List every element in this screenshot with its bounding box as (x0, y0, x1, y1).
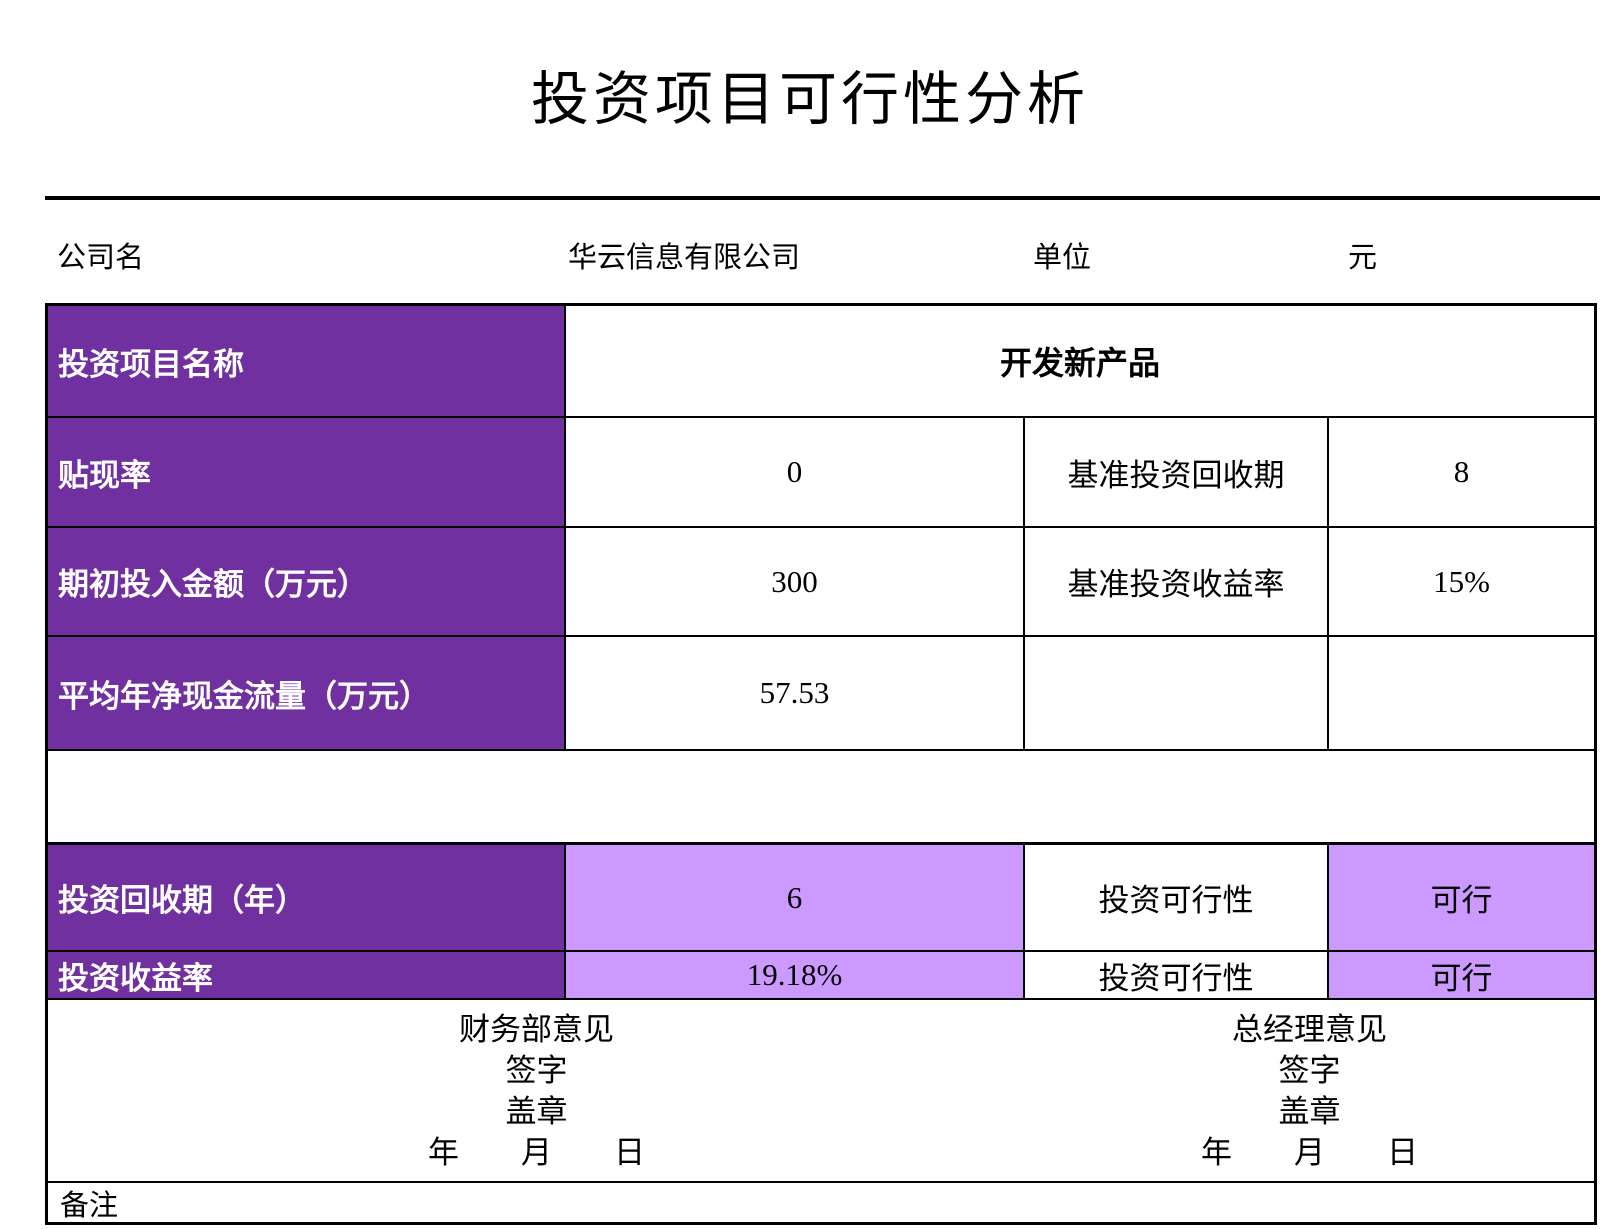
title-divider (45, 196, 1600, 200)
avg-cashflow-value-cell[interactable]: 57.53 (566, 637, 1025, 751)
discount-rate-label-cell: 贴现率 (48, 418, 566, 528)
finance-opinion-date: 年 月 日 (428, 1134, 645, 1170)
finance-opinion-seal: 盖章 (505, 1093, 568, 1129)
roi-feasibility-label-cell: 投资可行性 (1025, 952, 1329, 1000)
payback-period-label-cell: 投资回收期（年） (48, 845, 566, 952)
avg-cashflow-label-cell: 平均年净现金流量（万元） (48, 637, 566, 751)
initial-investment-label-cell: 期初投入金额（万元） (48, 528, 566, 637)
benchmark-payback-label-cell: 基准投资回收期 (1025, 418, 1329, 528)
finance-opinion-block: 财务部意见 签字 盖章 年 月 日 (48, 1000, 1025, 1183)
payback-period-value-cell[interactable]: 6 (566, 845, 1025, 952)
page-title: 投资项目可行性分析 (530, 67, 1089, 132)
finance-opinion-title: 财务部意见 (459, 1011, 614, 1047)
remark-label: 备注 (60, 1189, 119, 1222)
unit-label: 单位 (1033, 242, 1092, 274)
payback-feasibility-value-cell[interactable]: 可行 (1329, 845, 1594, 952)
empty-value-cell (1329, 637, 1594, 751)
spacer-row (48, 751, 1594, 845)
finance-opinion-sign: 签字 (505, 1052, 568, 1088)
company-name-cell[interactable]: 华云信息有限公司 (568, 242, 801, 274)
project-name-label-cell: 投资项目名称 (48, 306, 566, 418)
benchmark-roi-label-cell: 基准投资收益率 (1025, 528, 1329, 637)
project-name-value-cell[interactable]: 开发新产品 (566, 306, 1594, 418)
manager-opinion-date: 年 月 日 (1201, 1134, 1418, 1170)
manager-opinion-title: 总经理意见 (1232, 1011, 1387, 1047)
initial-investment-value-cell[interactable]: 300 (566, 528, 1025, 637)
benchmark-payback-value-cell[interactable]: 8 (1329, 418, 1594, 528)
roi-value-cell[interactable]: 19.18% (566, 952, 1025, 1000)
manager-opinion-seal: 盖章 (1278, 1093, 1341, 1129)
unit-value-cell[interactable]: 元 (1348, 242, 1378, 274)
manager-opinion-block: 总经理意见 签字 盖章 年 月 日 (1025, 1000, 1594, 1183)
payback-feasibility-label-cell: 投资可行性 (1025, 845, 1329, 952)
remark-row[interactable]: 备注 (48, 1183, 1594, 1222)
benchmark-roi-value-cell[interactable]: 15% (1329, 528, 1594, 637)
manager-opinion-sign: 签字 (1278, 1052, 1341, 1088)
roi-feasibility-value-cell[interactable]: 可行 (1329, 952, 1594, 1000)
analysis-table: 投资项目名称 开发新产品 贴现率 0 基准投资回收期 8 期初投入金额（万元） … (45, 303, 1597, 1225)
discount-rate-value-cell[interactable]: 0 (566, 418, 1025, 528)
roi-label-cell: 投资收益率 (48, 952, 566, 1000)
empty-label-cell (1025, 637, 1329, 751)
company-label: 公司名 (57, 242, 145, 274)
